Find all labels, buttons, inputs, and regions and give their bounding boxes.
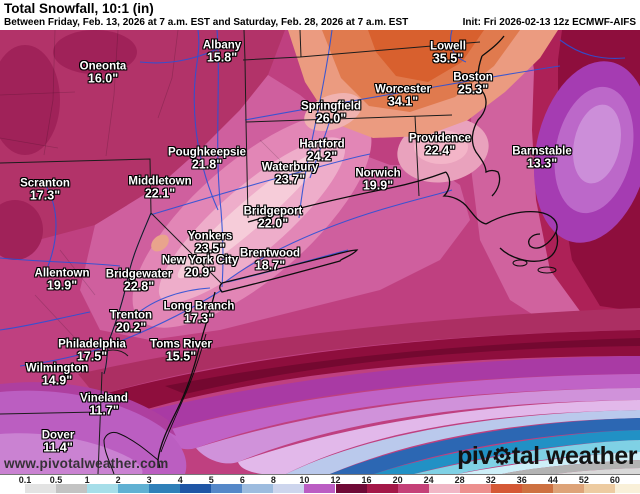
colorbar-tick-row: 0.1 0.5 1 2 3 4 5 6 8 10 12 16 20 24 28 32 36 44 52 60 — [0, 474, 640, 485]
region-sw-inner — [0, 433, 143, 474]
region-providence-pocket — [414, 130, 468, 164]
map-valid-period: Between Friday, Feb. 13, 2026 at 7 a.m. … — [4, 17, 409, 28]
band-dark-blue — [330, 418, 640, 474]
gear-icon: ⚙ — [491, 443, 513, 469]
map-header: Total Snowfall, 10:1 (in) Between Friday… — [0, 0, 640, 30]
colorbar-tick: 10 — [299, 475, 310, 485]
colorbar-tick: 36 — [516, 475, 527, 485]
logo-text-post: tal weather — [511, 442, 638, 470]
colorbar-tick: 0.5 — [49, 475, 63, 485]
colorbar-tick: 60 — [609, 475, 620, 485]
band-pale-cyan — [458, 452, 640, 474]
county-lines — [0, 30, 281, 339]
colorbar-tick: 12 — [330, 475, 341, 485]
coastlines — [103, 35, 559, 474]
band-light-gray — [556, 468, 640, 474]
region-dark-patch — [0, 200, 43, 260]
colorbar-segment — [366, 484, 398, 493]
colorbar-segment — [614, 484, 640, 493]
region-peach-spot — [151, 234, 169, 252]
colorbar-segment — [521, 484, 553, 493]
region-purple-blob-core — [573, 104, 621, 184]
snowfall-map — [0, 30, 640, 474]
colorbar-segment — [490, 484, 522, 493]
watermark-url: www.pivotalweather.com — [4, 456, 169, 471]
colorbar-segment — [273, 484, 305, 493]
region-dark-patch — [0, 45, 60, 155]
band-gray — [502, 460, 640, 474]
colorbar-tick: 32 — [485, 475, 496, 485]
colorbar-segment — [583, 484, 615, 493]
state-borders — [0, 30, 481, 474]
colorbar-tick: 5 — [208, 475, 214, 485]
band-teal — [374, 430, 640, 474]
region-topleft-crimson — [0, 30, 285, 250]
region-lightest-band — [177, 151, 323, 279]
colorbar-tick: 28 — [454, 475, 465, 485]
colorbar-segment — [397, 484, 429, 493]
colorbar-segment — [118, 484, 150, 493]
colorbar-segment — [0, 484, 25, 493]
colorbar-tick: 16 — [361, 475, 372, 485]
logo-text-pre: piv — [457, 442, 492, 470]
colorbar-segment — [428, 484, 460, 493]
region-orange-core — [368, 30, 484, 82]
colorbar-segment — [211, 484, 243, 493]
colorbar-segment — [87, 484, 119, 493]
band-lavender — [196, 388, 640, 464]
colorbar-tick: 24 — [423, 475, 434, 485]
pivotal-weather-logo: piv⚙tal weather — [457, 442, 637, 471]
map-title: Total Snowfall, 10:1 (in) — [4, 1, 154, 16]
colorbar-tick: 6 — [239, 475, 245, 485]
colorbar-tick: 3 — [146, 475, 152, 485]
band-pale-lavender — [238, 400, 640, 474]
colorbar-tick: 8 — [270, 475, 276, 485]
colorbar-segment — [180, 484, 212, 493]
colorbar-tick: 44 — [547, 475, 558, 485]
colorbar-tick: 4 — [177, 475, 183, 485]
colorbar-tick: 0.1 — [18, 475, 32, 485]
model-init-time: Init: Fri 2026-02-13 12z ECMWF-AIFS — [462, 17, 636, 28]
band-magenta — [124, 356, 640, 434]
colorbar-tick: 52 — [578, 475, 589, 485]
band-pale-blue — [286, 410, 640, 474]
region-dark-patch — [53, 30, 137, 74]
colorbar-segment — [552, 484, 584, 493]
colorbar-tick: 1 — [84, 475, 90, 485]
colorbar-tick: 2 — [115, 475, 121, 485]
region-maroon-core — [165, 338, 640, 394]
colorbar-tick: 20 — [392, 475, 403, 485]
band-orchid — [160, 374, 640, 450]
colorbar-segment — [56, 484, 88, 493]
region-springfield-salmon — [304, 93, 362, 131]
colorbar-segment — [25, 484, 57, 493]
region-maroon-band — [96, 330, 640, 417]
colorbar-segment — [304, 484, 336, 493]
colorbar-strip — [0, 484, 640, 493]
region-pre-maroon — [78, 308, 640, 396]
colorbar-segment — [149, 484, 181, 493]
colorbar-segment — [335, 484, 367, 493]
band-cyan — [414, 440, 640, 474]
colorbar-segment — [459, 484, 491, 493]
colorbar-segment — [242, 484, 274, 493]
